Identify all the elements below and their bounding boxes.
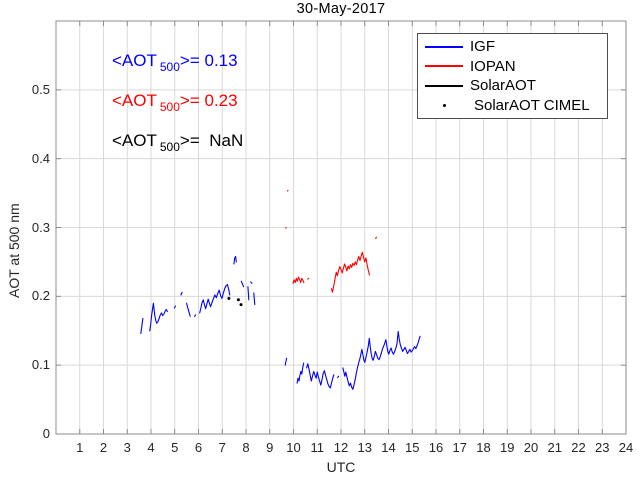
x-tick-label-9: 9 (266, 440, 274, 455)
y-axis-label: AOT at 500 nm (6, 203, 22, 298)
legend-label: IGF (470, 38, 495, 56)
x-tick-label-7: 7 (218, 440, 226, 455)
x-tick-label-16: 16 (428, 440, 444, 455)
x-tick-label-13: 13 (357, 440, 372, 455)
x-tick-label-15: 15 (405, 440, 420, 455)
x-tick-label-22: 22 (571, 440, 586, 455)
legend-item-igf: IGF (418, 38, 607, 56)
x-tick-label-11: 11 (310, 440, 325, 455)
legend-label: SolarAOT (470, 77, 536, 95)
data-point (239, 303, 243, 307)
y-tick-label-0: 0 (42, 426, 50, 441)
x-tick-label-6: 6 (194, 440, 203, 455)
y-tick-label-0.1: 0.1 (31, 357, 50, 373)
legend-label: SolarAOT CIMEL (474, 96, 590, 114)
x-tick-label-18: 18 (476, 440, 491, 455)
annotation-igf-mean-aot: <AOT 500>= 0.13 (112, 51, 238, 74)
x-tick-label-12: 12 (333, 440, 349, 455)
x-tick-label-5: 5 (171, 440, 179, 455)
legend-line-icon (424, 84, 464, 87)
x-axis-label: UTC (326, 459, 356, 475)
legend-line-icon (424, 65, 464, 68)
x-tick-label-24: 24 (618, 440, 634, 455)
series-solaraot-cimel (227, 296, 243, 307)
x-tick-label-8: 8 (242, 440, 250, 455)
legend-label: IOPAN (470, 57, 516, 75)
y-tick-label-0.4: 0.4 (31, 150, 50, 166)
legend-dot-icon (424, 103, 464, 107)
data-point (227, 296, 231, 300)
data-point (236, 298, 240, 302)
y-tick-label-0.2: 0.2 (31, 288, 50, 304)
annotation-solaraot-mean-aot: <AOT 500>= NaN (112, 131, 244, 154)
series-igf (140, 255, 421, 390)
series-iopan (285, 189, 377, 293)
gridlines (56, 21, 626, 434)
x-tick-label-2: 2 (99, 440, 108, 455)
legend-line-icon (424, 45, 464, 48)
x-tick-label-19: 19 (500, 440, 515, 455)
annotation-iopan-mean-aot: <AOT 500>= 0.23 (112, 91, 238, 114)
x-tick-label-20: 20 (523, 440, 539, 455)
x-tick-label-23: 23 (595, 440, 610, 455)
legend-item-iopan: IOPAN (418, 57, 607, 75)
x-tick-label-21: 21 (547, 440, 562, 455)
chart-title: 30-May-2017 (296, 1, 386, 17)
legend-item-solaraot-cimel: SolarAOT CIMEL (418, 96, 607, 114)
x-tick-label-1: 1 (76, 440, 84, 455)
y-tick-label-0.3: 0.3 (31, 219, 50, 235)
y-tick-label-0.5: 0.5 (31, 81, 50, 97)
legend: IGF IOPAN SolarAOT SolarAOT CIMEL (417, 33, 608, 119)
x-tick-label-3: 3 (123, 440, 131, 455)
x-tick-label-14: 14 (381, 440, 396, 455)
x-tick-label-10: 10 (286, 440, 301, 455)
legend-item-solaraot: SolarAOT (418, 77, 607, 95)
x-tick-label-4: 4 (147, 440, 155, 455)
x-tick-label-17: 17 (452, 440, 467, 455)
axis-box (55, 20, 627, 435)
